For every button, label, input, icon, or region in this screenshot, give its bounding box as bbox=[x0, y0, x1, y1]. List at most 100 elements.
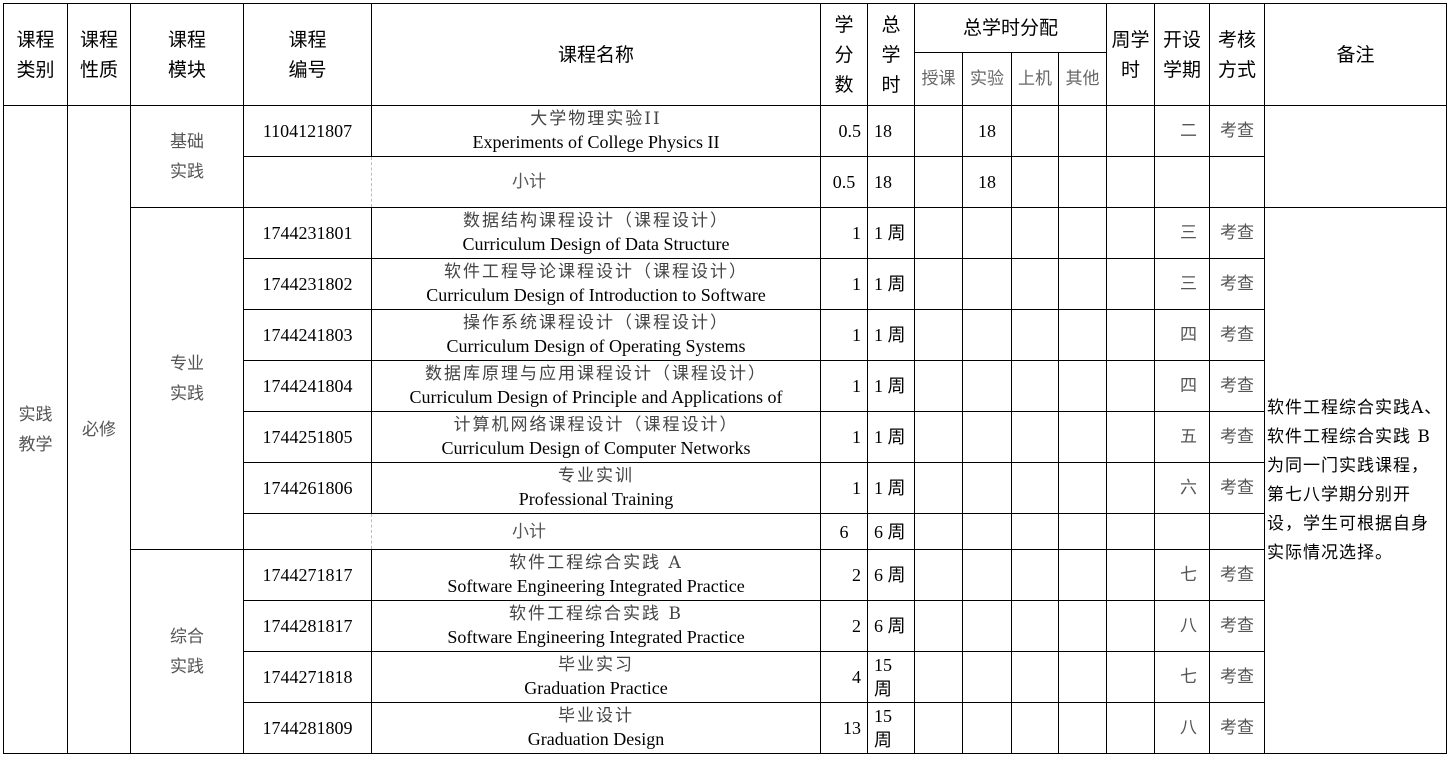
header-total-hours: 总 学 时 bbox=[867, 3, 915, 106]
course-assessment: 考查 bbox=[1209, 600, 1265, 652]
subtotal-credits: 6 bbox=[820, 513, 868, 550]
course-lecture-hours bbox=[914, 258, 963, 310]
subtotal-lecture-hours bbox=[914, 156, 963, 208]
header-weekly-hours: 周学 时 bbox=[1106, 3, 1155, 106]
course-assessment: 考查 bbox=[1209, 651, 1265, 703]
header-hour-distribution: 总学时分配 bbox=[914, 3, 1107, 53]
subtotal-credits: 0.5 bbox=[820, 156, 868, 208]
course-computer-hours bbox=[1011, 651, 1059, 703]
table-row: 1744261806 专业实训 Professional Training 1 1 周 六… bbox=[4, 462, 1447, 514]
curriculum-table: 课程 类别 课程 性质 课程 模块 课程 编号 课程名称 学 分 数 总 学 时… bbox=[3, 3, 1447, 754]
course-computer-hours bbox=[1011, 600, 1059, 652]
course-assessment: 考查 bbox=[1209, 462, 1265, 514]
course-name-cn: 软件工程综合实践 A bbox=[509, 553, 683, 573]
course-name-cn: 操作系统课程设计（课程设计） bbox=[463, 313, 729, 333]
course-name: 数据库原理与应用课程设计（课程设计） Curriculum Design of P… bbox=[371, 360, 821, 412]
header-lecture: 授课 bbox=[914, 52, 963, 106]
header-course-name: 课程名称 bbox=[371, 3, 821, 106]
course-code: 1744281817 bbox=[243, 600, 372, 652]
course-semester: 五 bbox=[1154, 411, 1210, 463]
subtotal-lab-hours bbox=[962, 513, 1012, 550]
course-semester: 六 bbox=[1154, 462, 1210, 514]
course-weekly-hours bbox=[1106, 651, 1155, 703]
course-name: 大学物理实验II Experiments of College Physics I… bbox=[371, 105, 821, 157]
course-total-hours: 6 周 bbox=[867, 600, 915, 652]
course-other-hours bbox=[1058, 360, 1107, 412]
course-code: 1744261806 bbox=[243, 462, 372, 514]
subtotal-computer-hours bbox=[1011, 156, 1059, 208]
course-total-hours: 1 周 bbox=[867, 258, 915, 310]
course-lab-hours bbox=[962, 309, 1012, 361]
course-other-hours bbox=[1058, 258, 1107, 310]
header-lab: 实验 bbox=[962, 52, 1012, 106]
course-code: 1744271817 bbox=[243, 549, 372, 601]
course-total-hours: 15 周 bbox=[867, 651, 915, 703]
course-semester: 三 bbox=[1154, 207, 1210, 259]
course-name-en: Software Engineering Integrated Practice bbox=[447, 576, 745, 596]
course-other-hours bbox=[1058, 462, 1107, 514]
subtotal-assessment bbox=[1209, 156, 1265, 208]
course-total-hours: 18 bbox=[867, 105, 915, 157]
header-semester: 开设 学期 bbox=[1154, 3, 1210, 106]
course-name: 计算机网络课程设计（课程设计） Curriculum Design of Comp… bbox=[371, 411, 821, 463]
course-assessment: 考查 bbox=[1209, 207, 1265, 259]
course-computer-hours bbox=[1011, 360, 1059, 412]
course-semester: 八 bbox=[1154, 600, 1210, 652]
subtotal-weekly-hours bbox=[1106, 513, 1155, 550]
course-weekly-hours bbox=[1106, 105, 1155, 157]
course-name-cn: 毕业设计 bbox=[558, 706, 634, 726]
header-remarks: 备注 bbox=[1264, 3, 1447, 106]
course-credits: 4 bbox=[820, 651, 868, 703]
course-other-hours bbox=[1058, 105, 1107, 157]
table-row: 1744241803 操作系统课程设计（课程设计） Curriculum Desig… bbox=[4, 309, 1447, 361]
header-credits: 学 分 数 bbox=[820, 3, 868, 106]
course-name-cn: 大学物理实验II bbox=[530, 109, 662, 129]
course-assessment: 考查 bbox=[1209, 702, 1265, 754]
course-lab-hours: 18 bbox=[962, 105, 1012, 157]
course-name-en: Graduation Design bbox=[527, 729, 665, 749]
table-row: 专业 实践 1744231801 数据结构课程设计（课程设计） Curriculum … bbox=[4, 207, 1447, 754]
course-lecture-hours bbox=[914, 360, 963, 412]
course-semester: 四 bbox=[1154, 360, 1210, 412]
course-other-hours bbox=[1058, 702, 1107, 754]
header-nature: 课程 性质 bbox=[67, 3, 131, 106]
course-other-hours bbox=[1058, 411, 1107, 463]
course-lecture-hours bbox=[914, 207, 963, 259]
course-name-cn: 计算机网络课程设计（课程设计） bbox=[453, 415, 739, 435]
course-code: 1744241803 bbox=[243, 309, 372, 361]
header-category: 课程 类别 bbox=[3, 3, 68, 106]
course-name: 专业实训 Professional Training bbox=[371, 462, 821, 514]
course-code: 1744231801 bbox=[243, 207, 372, 259]
course-computer-hours bbox=[1011, 411, 1059, 463]
course-total-hours: 1 周 bbox=[867, 411, 915, 463]
subtotal-code-cell bbox=[243, 156, 372, 208]
table-row: 1744271818 毕业实习 Graduation Practice 4 15 周 七考… bbox=[4, 651, 1447, 703]
course-module: 基础 实践 bbox=[130, 105, 244, 208]
course-code: 1744281809 bbox=[243, 702, 372, 754]
subtotal-assessment bbox=[1209, 513, 1265, 550]
header-module: 课程 模块 bbox=[130, 3, 244, 106]
remarks-text: 软件工程综合实践A、软件工程综合实践 B 为同一门实践课程，第七八学期分别开设，… bbox=[1264, 207, 1447, 754]
course-total-hours: 1 周 bbox=[867, 462, 915, 514]
subtotal-label: 小计 bbox=[371, 513, 821, 550]
course-semester: 七 bbox=[1154, 651, 1210, 703]
course-lab-hours bbox=[962, 360, 1012, 412]
course-weekly-hours bbox=[1106, 702, 1155, 754]
course-semester: 四 bbox=[1154, 309, 1210, 361]
course-code: 1744271818 bbox=[243, 651, 372, 703]
course-lab-hours bbox=[962, 600, 1012, 652]
table-body: 实践 教学 必修 基础 实践 1104121807 大学物理实验II Experiment… bbox=[3, 105, 1447, 754]
course-name-en: Curriculum Design of Operating Systems bbox=[446, 336, 746, 356]
course-total-hours: 1 周 bbox=[867, 309, 915, 361]
course-other-hours bbox=[1058, 651, 1107, 703]
course-lecture-hours bbox=[914, 549, 963, 601]
subtotal-code-cell bbox=[243, 513, 372, 550]
subtotal-computer-hours bbox=[1011, 513, 1059, 550]
header-assessment: 考核 方式 bbox=[1209, 3, 1265, 106]
course-name-en: Curriculum Design of Computer Networks bbox=[441, 438, 751, 458]
course-assessment: 考查 bbox=[1209, 258, 1265, 310]
course-lecture-hours bbox=[914, 702, 963, 754]
course-name: 毕业设计 Graduation Design bbox=[371, 702, 821, 754]
subtotal-label: 小计 bbox=[371, 156, 821, 208]
subtotal-total-hours: 18 bbox=[867, 156, 915, 208]
